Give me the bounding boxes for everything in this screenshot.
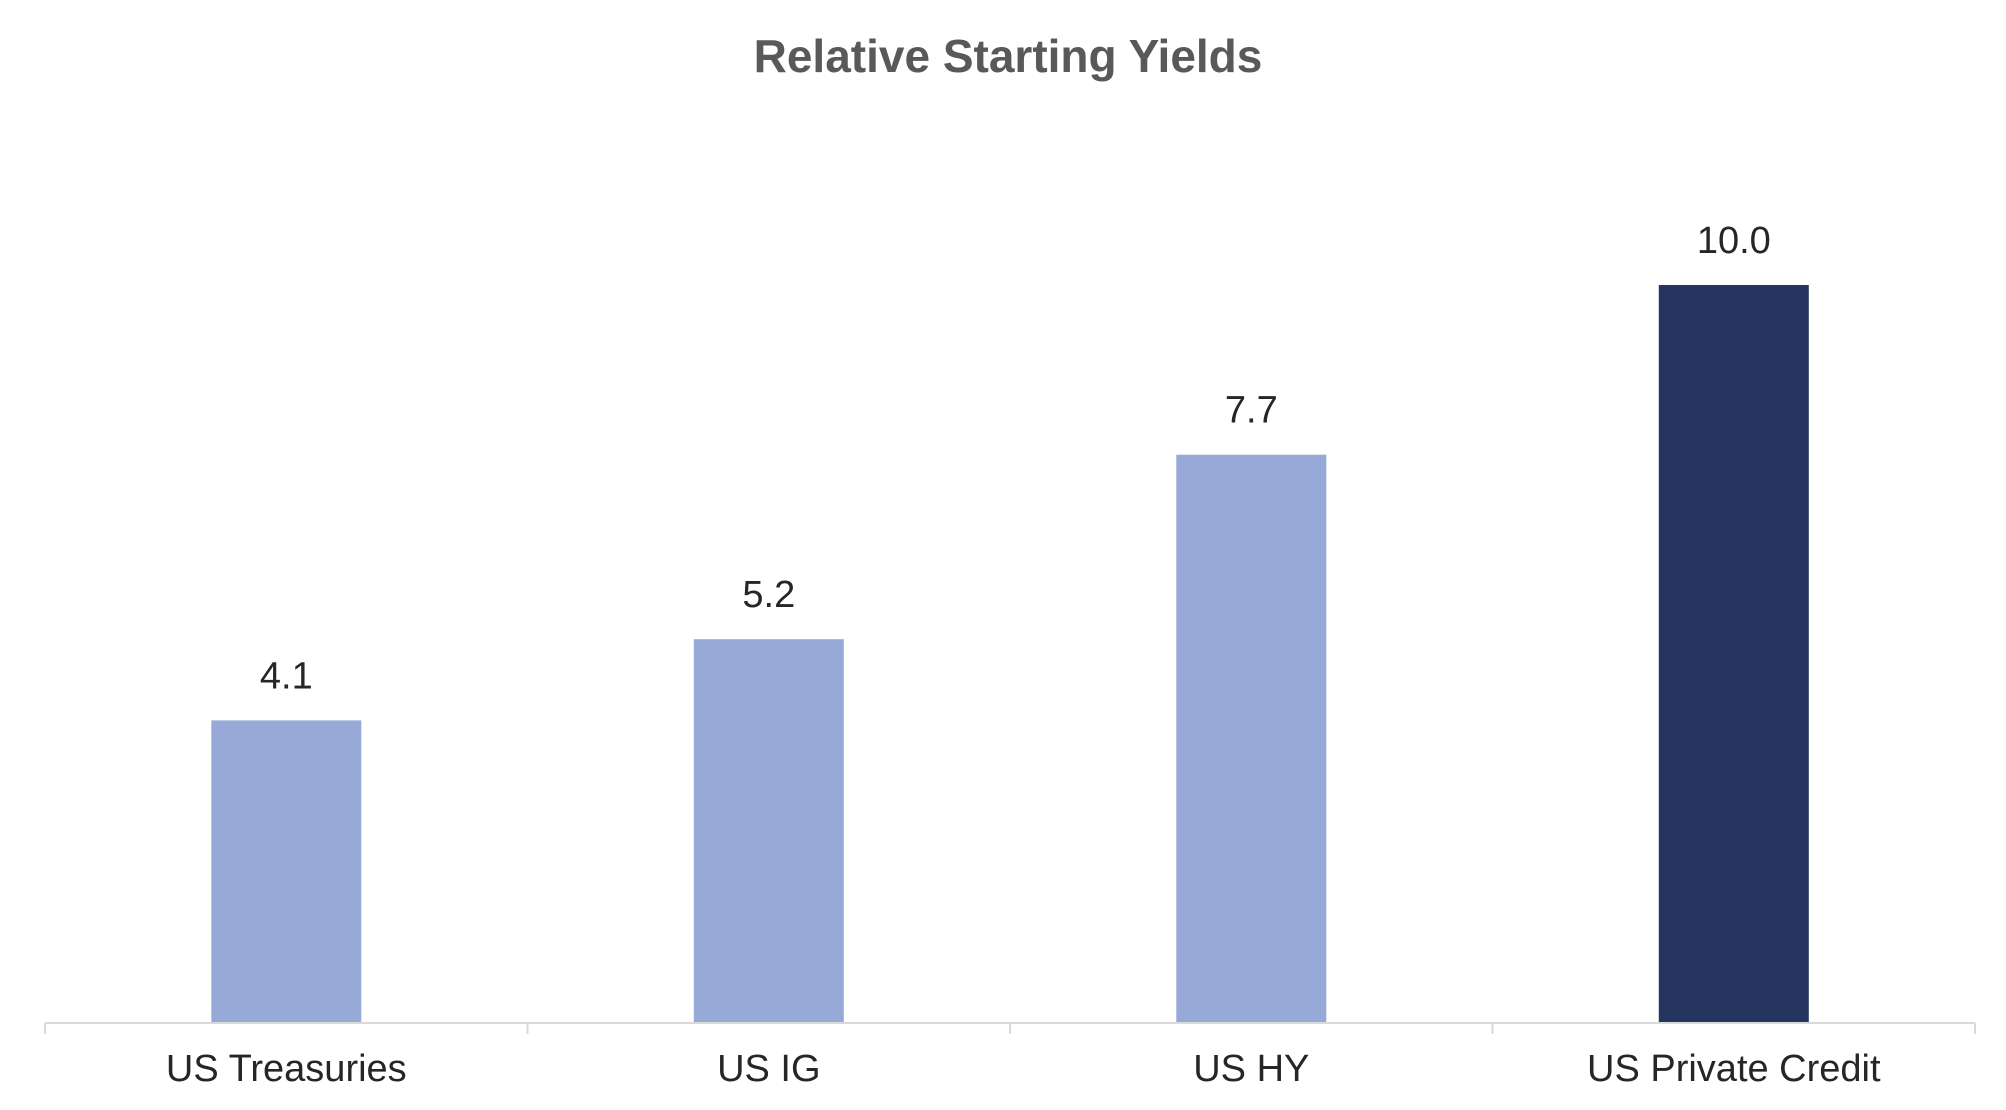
data-labels-layer: 4.1 5.2 7.7 10.0: [260, 220, 1771, 697]
bar-us-hy: [1176, 454, 1327, 1023]
bar-us-ig: [693, 639, 844, 1023]
x-tick-labels: US Treasuries US IG US HY US Private Credit: [166, 1048, 1881, 1090]
x-tick-label-us-ig: US IG: [717, 1048, 820, 1090]
data-label-us-ig: 5.2: [742, 574, 795, 616]
bar-us-private-credit: [1658, 285, 1809, 1023]
x-tick-label-us-treasuries: US Treasuries: [166, 1048, 407, 1090]
chart-title: Relative Starting Yields: [754, 30, 1263, 82]
data-label-us-private-credit: 10.0: [1697, 220, 1771, 262]
data-label-us-hy: 7.7: [1225, 390, 1278, 432]
x-axis: [44, 1022, 1976, 1034]
x-tick-label-us-hy: US HY: [1193, 1048, 1309, 1090]
data-label-us-treasuries: 4.1: [260, 655, 313, 697]
bar-us-treasuries: [211, 720, 362, 1023]
bars-layer: [211, 285, 1809, 1023]
x-tick-label-us-private-credit: US Private Credit: [1587, 1048, 1881, 1090]
